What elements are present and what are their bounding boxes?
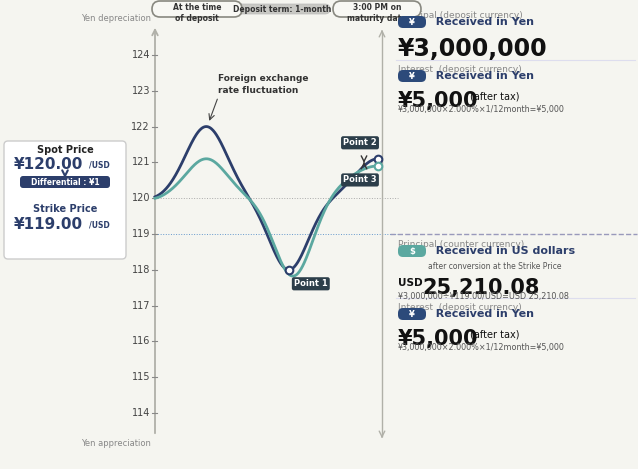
Text: 124: 124	[131, 50, 150, 60]
Text: Point 2: Point 2	[343, 138, 377, 147]
Text: 3:00 PM on
maturity date: 3:00 PM on maturity date	[347, 3, 407, 23]
Text: ¥5,000: ¥5,000	[398, 91, 478, 111]
Text: Spot Price: Spot Price	[36, 145, 93, 155]
Text: 121: 121	[131, 158, 150, 167]
FancyBboxPatch shape	[398, 16, 426, 28]
Text: 115: 115	[131, 372, 150, 382]
Text: ¥3,000,000: ¥3,000,000	[398, 37, 547, 61]
Text: USD: USD	[398, 278, 422, 288]
Text: 25,210.08: 25,210.08	[422, 278, 539, 298]
Text: 117: 117	[131, 301, 150, 310]
Text: 114: 114	[131, 408, 150, 418]
FancyBboxPatch shape	[398, 308, 426, 320]
Text: Yen depreciation: Yen depreciation	[81, 14, 151, 23]
Text: 116: 116	[131, 336, 150, 347]
FancyBboxPatch shape	[234, 4, 330, 14]
Text: Principal (counter currency): Principal (counter currency)	[398, 240, 524, 249]
Text: (after tax): (after tax)	[470, 91, 519, 101]
Text: ¥3,000,000÷¥119.00/USD=USD 25,210.08: ¥3,000,000÷¥119.00/USD=USD 25,210.08	[398, 292, 569, 301]
Text: $: $	[409, 247, 415, 256]
Text: 122: 122	[131, 121, 150, 131]
Text: ¥3,000,000×2.000%×1/12month=¥5,000: ¥3,000,000×2.000%×1/12month=¥5,000	[398, 343, 565, 352]
Text: Strike Price: Strike Price	[33, 204, 97, 214]
Text: 120: 120	[131, 193, 150, 203]
Text: ¥: ¥	[409, 310, 415, 318]
FancyBboxPatch shape	[333, 1, 421, 17]
Text: (after tax): (after tax)	[470, 329, 519, 339]
Text: At the time
of deposit: At the time of deposit	[173, 3, 221, 23]
Text: ¥5,000: ¥5,000	[398, 329, 478, 349]
FancyBboxPatch shape	[398, 70, 426, 82]
Text: ¥: ¥	[409, 17, 415, 27]
Text: ¥119.00: ¥119.00	[14, 217, 83, 232]
Text: 119: 119	[131, 229, 150, 239]
Text: Received in Yen: Received in Yen	[428, 17, 534, 27]
Text: Deposit term: 1-month: Deposit term: 1-month	[233, 5, 331, 14]
Text: Point 3: Point 3	[343, 175, 377, 184]
Text: Received in Yen: Received in Yen	[428, 71, 534, 81]
Text: 123: 123	[131, 86, 150, 96]
Text: 118: 118	[131, 265, 150, 275]
Text: ¥: ¥	[409, 71, 415, 81]
Text: after conversion at the Strike Price: after conversion at the Strike Price	[428, 262, 561, 271]
Text: /USD: /USD	[89, 220, 110, 229]
Text: Point 1: Point 1	[294, 279, 328, 288]
FancyBboxPatch shape	[20, 176, 110, 188]
Text: ¥120.00: ¥120.00	[14, 157, 84, 172]
FancyBboxPatch shape	[4, 141, 126, 259]
Text: Yen appreciation: Yen appreciation	[81, 439, 151, 448]
Text: Foreign exchange
rate fluctuation: Foreign exchange rate fluctuation	[218, 74, 309, 95]
FancyBboxPatch shape	[152, 1, 242, 17]
Text: Received in US dollars: Received in US dollars	[428, 246, 575, 256]
Text: Differential : ¥1: Differential : ¥1	[31, 177, 100, 187]
Text: Interest  (deposit currency): Interest (deposit currency)	[398, 303, 522, 312]
Text: Principal (deposit currency): Principal (deposit currency)	[398, 11, 523, 20]
FancyBboxPatch shape	[398, 245, 426, 257]
Text: Interest  (deposit currency): Interest (deposit currency)	[398, 65, 522, 74]
Text: ¥3,000,000×2.000%×1/12month=¥5,000: ¥3,000,000×2.000%×1/12month=¥5,000	[398, 105, 565, 114]
Text: Received in Yen: Received in Yen	[428, 309, 534, 319]
Text: /USD: /USD	[89, 160, 110, 169]
